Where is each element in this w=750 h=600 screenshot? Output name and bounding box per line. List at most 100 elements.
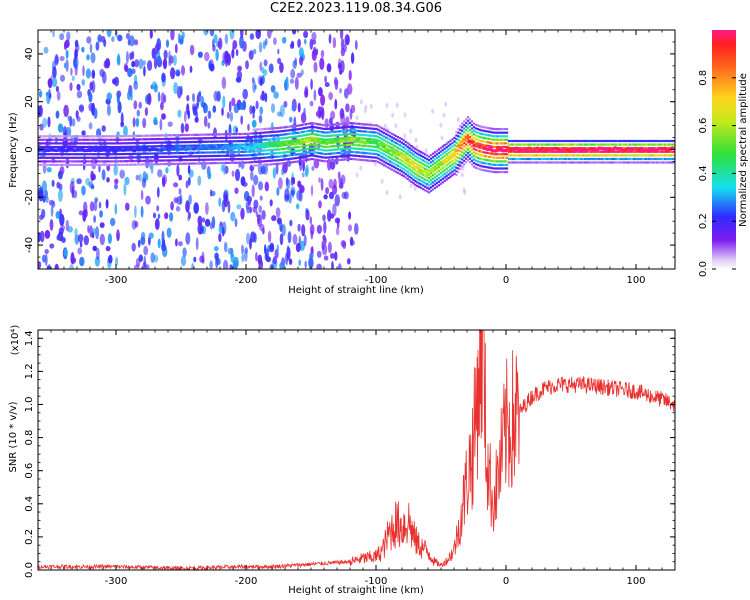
heatmap-ridge-cell — [270, 131, 273, 134]
heatmap-noise-cell — [103, 60, 109, 69]
heatmap-ridge-cell — [414, 155, 417, 158]
heatmap-noise-cell — [223, 194, 229, 208]
heatmap-noise-cell — [46, 167, 52, 173]
snr-plot-area — [38, 330, 675, 570]
heatmap-noise-cell — [187, 211, 191, 220]
heatmap-ridge-cell — [108, 138, 111, 141]
heatmap-ridge-cell — [589, 143, 593, 146]
heatmap-noise-cell — [156, 186, 160, 198]
heatmap-ridge-cell — [53, 138, 56, 141]
heatmap-ridge-cell — [537, 143, 540, 146]
heatmap-ridge-cell — [47, 156, 50, 159]
heatmap-ridge-cell — [390, 168, 394, 171]
heatmap-ridge-cell — [61, 142, 64, 145]
heatmap-ridge-cell — [580, 150, 583, 153]
heatmap-ridge-cell — [182, 162, 185, 165]
heatmap-ridge-cell — [373, 124, 376, 127]
heatmap-ridge-cell — [556, 157, 559, 161]
heatmap-ridge-cell — [576, 150, 579, 153]
heatmap-ridge-cell — [533, 143, 536, 146]
heatmap-ridge-cell — [447, 148, 450, 151]
heatmap-noise-cell — [91, 69, 96, 79]
heatmap-ridge-cell — [289, 157, 292, 160]
heatmap-ridge-cell — [340, 130, 343, 133]
heatmap-ridge-cell — [348, 150, 351, 154]
heatmap-ridge-cell — [41, 153, 45, 156]
heatmap-ridge-core — [131, 148, 137, 153]
heatmap-ridge-cell — [377, 146, 380, 149]
heatmap-ridge-cell — [390, 147, 394, 150]
heatmap-ridge-cell — [170, 152, 173, 155]
heatmap-noise-cell — [200, 95, 205, 108]
heatmap-noise-cell — [107, 233, 112, 244]
heatmap-ridge-cell — [351, 150, 355, 154]
heatmap-ridge-cell — [190, 141, 193, 144]
heatmap-ridge-cell — [289, 150, 292, 153]
heatmap-ridge-cell — [51, 138, 54, 141]
heatmap-ridge-cell — [439, 179, 442, 182]
heatmap-ridge-cell — [545, 154, 548, 157]
heatmap-ridge-cell — [41, 142, 45, 145]
heatmap-ridge-cell — [576, 161, 579, 164]
heatmap-ridge-cell — [562, 161, 565, 164]
heatmap-ridge-cell — [314, 151, 318, 154]
heatmap-ridge-cell — [451, 174, 454, 177]
heatmap-ridge-cell — [492, 160, 495, 163]
heatmap-ridge-cell — [461, 158, 464, 161]
heatmap-ridge-cell — [422, 166, 425, 169]
heatmap-ridge-cell — [646, 157, 649, 161]
heatmap-noise-cell — [235, 49, 239, 57]
heatmap-ridge-cell — [363, 126, 366, 130]
heatmap-ridge-cell — [613, 157, 616, 161]
heatmap-ridge-cell — [168, 159, 171, 162]
heatmap-ridge-cell — [443, 172, 446, 175]
heatmap-ridge-cell — [256, 160, 259, 163]
heatmap-ridge-cell — [488, 152, 491, 155]
heatmap-ridge-cell — [303, 159, 306, 162]
heatmap-noise-cell — [54, 55, 59, 66]
heatmap-ridge-cell — [320, 148, 323, 152]
heatmap-ridge-cell — [149, 134, 152, 137]
heatmap-ridge-cell — [84, 142, 87, 145]
heatmap-ridge-cell — [506, 142, 509, 145]
heatmap-ridge-cell — [59, 163, 62, 166]
heatmap-ridge-cell — [355, 147, 358, 150]
heatmap-noise-cell — [204, 103, 209, 114]
heatmap-ridge-cell — [449, 164, 452, 167]
heatmap-ridge-cell — [272, 148, 275, 151]
heatmap-noise-cell — [244, 249, 248, 262]
heatmap-ridge-cell — [166, 134, 169, 137]
heatmap-ridge-cell — [322, 127, 325, 130]
heatmap-ridge-cell — [383, 153, 386, 156]
heatmap-ridge-cell — [634, 154, 637, 157]
heatmap-ridge-cell — [496, 156, 499, 159]
heatmap-noise-cell — [47, 264, 51, 269]
heatmap-ridge-cell — [548, 161, 552, 164]
heatmap-ridge-cell — [90, 135, 93, 138]
heatmap-ridge-cell — [484, 169, 487, 172]
heatmap-ridge-cell — [379, 162, 382, 165]
heatmap-ridge-cell — [435, 156, 438, 160]
heatmap-noise-cell — [319, 57, 325, 70]
heatmap-ridge-cell — [221, 136, 224, 139]
heatmap-ridge-cell — [420, 176, 423, 179]
y-tick-label: 0.8 — [24, 430, 35, 446]
heatmap-ridge-cell — [199, 137, 202, 140]
heatmap-ridge-cell — [418, 150, 421, 153]
heatmap-ridge-core — [129, 146, 135, 150]
heatmap-noise-cell — [98, 201, 102, 209]
heatmap-ridge-cell — [53, 135, 56, 138]
heatmap-ridge-cell — [580, 161, 583, 164]
heatmap-ridge-cell — [114, 163, 117, 166]
colorbar: 0.00.20.40.60.8 Normalized spectral ampl… — [698, 30, 749, 277]
heatmap-ridge-cell — [624, 139, 628, 143]
heatmap-ridge-cell — [457, 128, 460, 131]
heatmap-ridge-cell — [476, 156, 479, 159]
heatmap-ridge-cell — [591, 161, 594, 164]
heatmap-ridge-cell — [199, 133, 202, 136]
heatmap-ridge-cell — [256, 149, 259, 153]
heatmap-ridge-cell — [311, 125, 314, 128]
heatmap-noise-cell — [67, 226, 73, 233]
heatmap-ridge-cell — [615, 150, 618, 153]
